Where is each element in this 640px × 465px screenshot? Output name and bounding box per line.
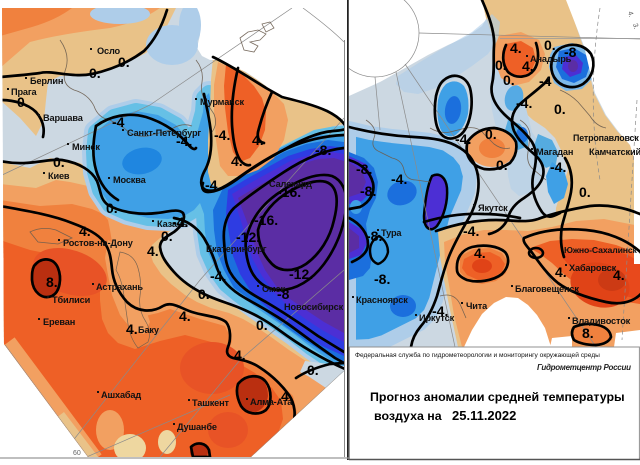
svg-text:Душанбе: Душанбе	[177, 422, 217, 432]
svg-text:4.: 4.	[126, 321, 138, 337]
svg-text:Гидрометцентр России: Гидрометцентр России	[537, 363, 631, 372]
svg-text:0.: 0.	[495, 57, 507, 73]
svg-text:Прага: Прага	[11, 87, 38, 97]
svg-text:Иркутск: Иркутск	[419, 313, 455, 323]
svg-text:Камчатский: Камчатский	[589, 147, 640, 157]
svg-text:Красноярск: Красноярск	[356, 295, 408, 305]
svg-text:3.: 3.	[631, 23, 639, 31]
svg-text:-8: -8	[564, 44, 577, 60]
svg-text:4.: 4.	[626, 11, 634, 19]
svg-text:Прогноз аномалии средней темпе: Прогноз аномалии средней температуры	[370, 390, 625, 404]
svg-text:0.: 0.	[17, 94, 29, 110]
svg-text:0.: 0.	[89, 65, 101, 81]
svg-text:Ростов-на-Дону: Ростов-на-Дону	[63, 238, 134, 248]
svg-text:0.: 0.	[544, 37, 556, 53]
svg-text:Варшава: Варшава	[43, 113, 84, 123]
svg-text:0.: 0.	[496, 157, 508, 173]
svg-text:Якутск: Якутск	[478, 203, 508, 213]
svg-text:0.: 0.	[307, 362, 319, 378]
svg-text:25.11.2022: 25.11.2022	[452, 408, 516, 423]
svg-text:Киев: Киев	[48, 171, 70, 181]
svg-text:-4.: -4.	[172, 214, 188, 230]
svg-text:Анадырь: Анадырь	[530, 54, 572, 64]
svg-text:4.: 4.	[252, 132, 264, 148]
svg-text:0.: 0.	[53, 154, 65, 170]
svg-text:-4.: -4.	[455, 131, 471, 147]
svg-text:4.: 4.	[510, 40, 522, 56]
svg-text:4.: 4.	[147, 243, 159, 259]
svg-text:-4.: -4.	[176, 133, 192, 149]
svg-text:0.: 0.	[161, 228, 173, 244]
svg-text:Тбилиси: Тбилиси	[52, 295, 91, 305]
svg-text:Алма-Ата: Алма-Ата	[250, 397, 293, 407]
svg-text:Москва: Москва	[113, 175, 147, 185]
svg-text:Баку: Баку	[138, 325, 160, 335]
svg-text:0.: 0.	[198, 286, 210, 302]
svg-text:Ташкент: Ташкент	[192, 398, 230, 408]
svg-text:-12.: -12.	[236, 229, 260, 245]
svg-text:4.: 4.	[231, 153, 243, 169]
svg-text:Благовещенск: Благовещенск	[515, 284, 579, 294]
svg-text:60: 60	[73, 450, 81, 457]
svg-text:0.: 0.	[579, 184, 591, 200]
svg-text:-4.: -4.	[391, 171, 407, 187]
svg-text:-4.: -4.	[205, 177, 221, 193]
svg-text:-8.: -8.	[315, 142, 331, 158]
svg-text:Мурманск: Мурманск	[200, 97, 245, 107]
svg-text:-8.: -8.	[374, 271, 390, 287]
svg-text:-4: -4	[112, 114, 125, 130]
svg-text:Хабаровск: Хабаровск	[569, 263, 617, 273]
svg-text:4.: 4.	[474, 245, 486, 261]
svg-text:Минск: Минск	[72, 142, 100, 152]
svg-text:Санкт-Петербург: Санкт-Петербург	[127, 128, 201, 138]
svg-text:-12.: -12.	[289, 266, 313, 282]
svg-text:Казань: Казань	[157, 219, 188, 229]
svg-text:4: 4	[281, 388, 289, 404]
svg-text:8.: 8.	[46, 274, 58, 290]
svg-text:4.: 4.	[79, 223, 91, 239]
svg-text:-4.: -4.	[516, 95, 532, 111]
svg-text:-8: -8	[277, 286, 290, 302]
svg-text:-8.: -8.	[360, 183, 376, 199]
svg-text:Южно-Сахалинск: Южно-Сахалинск	[564, 245, 638, 255]
svg-text:-4.: -4.	[210, 268, 226, 284]
svg-text:Владивосток: Владивосток	[572, 316, 631, 326]
svg-text:4.: 4.	[179, 308, 191, 324]
svg-text:0.: 0.	[503, 72, 515, 88]
svg-text:воздуха на: воздуха на	[374, 409, 442, 423]
svg-text:Петропавловск: Петропавловск	[573, 133, 639, 143]
svg-text:0.: 0.	[118, 54, 130, 70]
svg-text:Осло: Осло	[97, 46, 121, 56]
svg-text:Новосибирск: Новосибирск	[284, 302, 344, 312]
svg-text:-16.: -16.	[254, 212, 278, 228]
svg-text:0.: 0.	[485, 126, 497, 142]
svg-text:Ашхабад: Ашхабад	[101, 390, 141, 400]
svg-text:Екатеринбург: Екатеринбург	[206, 244, 267, 254]
svg-text:-4.: -4.	[214, 127, 230, 143]
svg-text:8.: 8.	[582, 325, 594, 341]
svg-text:0.: 0.	[256, 317, 268, 333]
svg-text:4.: 4.	[613, 267, 625, 283]
svg-text:-4.: -4.	[550, 159, 566, 175]
svg-text:-4.: -4.	[432, 303, 448, 319]
svg-text:0.: 0.	[554, 101, 566, 117]
svg-text:-8.: -8.	[356, 161, 372, 177]
svg-text:4.: 4.	[234, 347, 246, 363]
svg-text:-4: -4	[539, 73, 552, 89]
svg-text:Берлин: Берлин	[30, 76, 63, 86]
svg-text:-4.: -4.	[463, 223, 479, 239]
svg-text:Ереван: Ереван	[43, 317, 75, 327]
svg-text:Федеральная служба по гидромет: Федеральная служба по гидрометеорологии …	[355, 351, 600, 359]
svg-text:Омск: Омск	[262, 284, 285, 294]
svg-text:-16.: -16.	[277, 184, 301, 200]
svg-text:-8.: -8.	[366, 228, 382, 244]
svg-text:4.: 4.	[522, 58, 534, 74]
svg-text:Тура: Тура	[381, 228, 402, 238]
svg-text:0.: 0.	[106, 200, 118, 216]
svg-text:Салехард: Салехард	[269, 179, 312, 189]
svg-text:Астрахань: Астрахань	[96, 282, 143, 292]
svg-text:Чита: Чита	[466, 301, 488, 311]
svg-text:Магадан: Магадан	[536, 147, 573, 157]
svg-text:4.: 4.	[555, 264, 567, 280]
